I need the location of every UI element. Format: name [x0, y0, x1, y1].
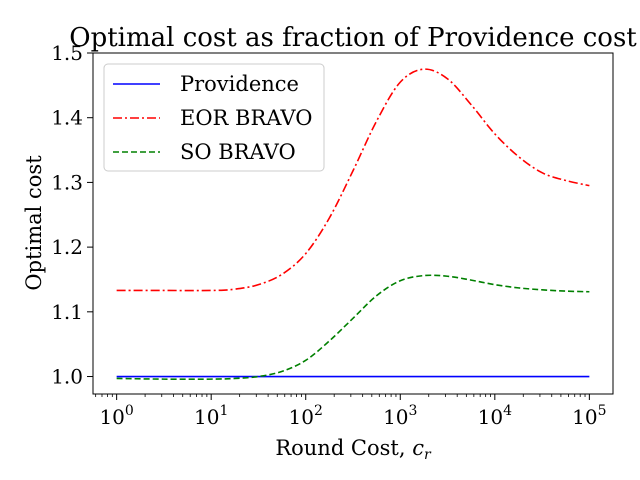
- chart-title: Optimal cost as fraction of Providence c…: [69, 23, 637, 53]
- y-tick-label-2: 1.2: [51, 235, 83, 259]
- y-tick-label-5: 1.5: [51, 41, 83, 65]
- legend: Providence EOR BRAVO SO BRAVO: [103, 63, 325, 172]
- y-tick-label-3: 1.3: [51, 170, 83, 194]
- series-line-so-bravo: [116, 274, 590, 381]
- y-tick-label-4: 1.4: [51, 106, 83, 130]
- x-tick-label-2: 102: [289, 403, 323, 429]
- legend-label-1: EOR BRAVO: [180, 106, 312, 130]
- x-tick-label-0: 100: [99, 403, 133, 429]
- x-tick-label-3: 103: [383, 403, 417, 429]
- y-axis-label: Optimal cost: [22, 155, 46, 291]
- plot-lines: [116, 68, 590, 381]
- x-tick-label-4: 104: [478, 403, 512, 429]
- x-tick-label-5: 105: [572, 403, 606, 429]
- x-tick-label-1: 101: [194, 403, 228, 429]
- x-axis-label: Round Cost, cr: [275, 436, 432, 463]
- legend-label-0: Providence: [180, 72, 299, 96]
- y-axis: 1.0 1.1 1.2 1.3 1.4 1.5: [51, 41, 93, 389]
- y-tick-label-1: 1.1: [51, 300, 83, 324]
- legend-frame: [103, 63, 325, 172]
- legend-label-2: SO BRAVO: [180, 140, 296, 164]
- plot-frame: [92, 52, 614, 395]
- x-axis: 100 101 102 103 104 105: [95, 394, 607, 429]
- y-tick-label-0: 1.0: [51, 365, 83, 389]
